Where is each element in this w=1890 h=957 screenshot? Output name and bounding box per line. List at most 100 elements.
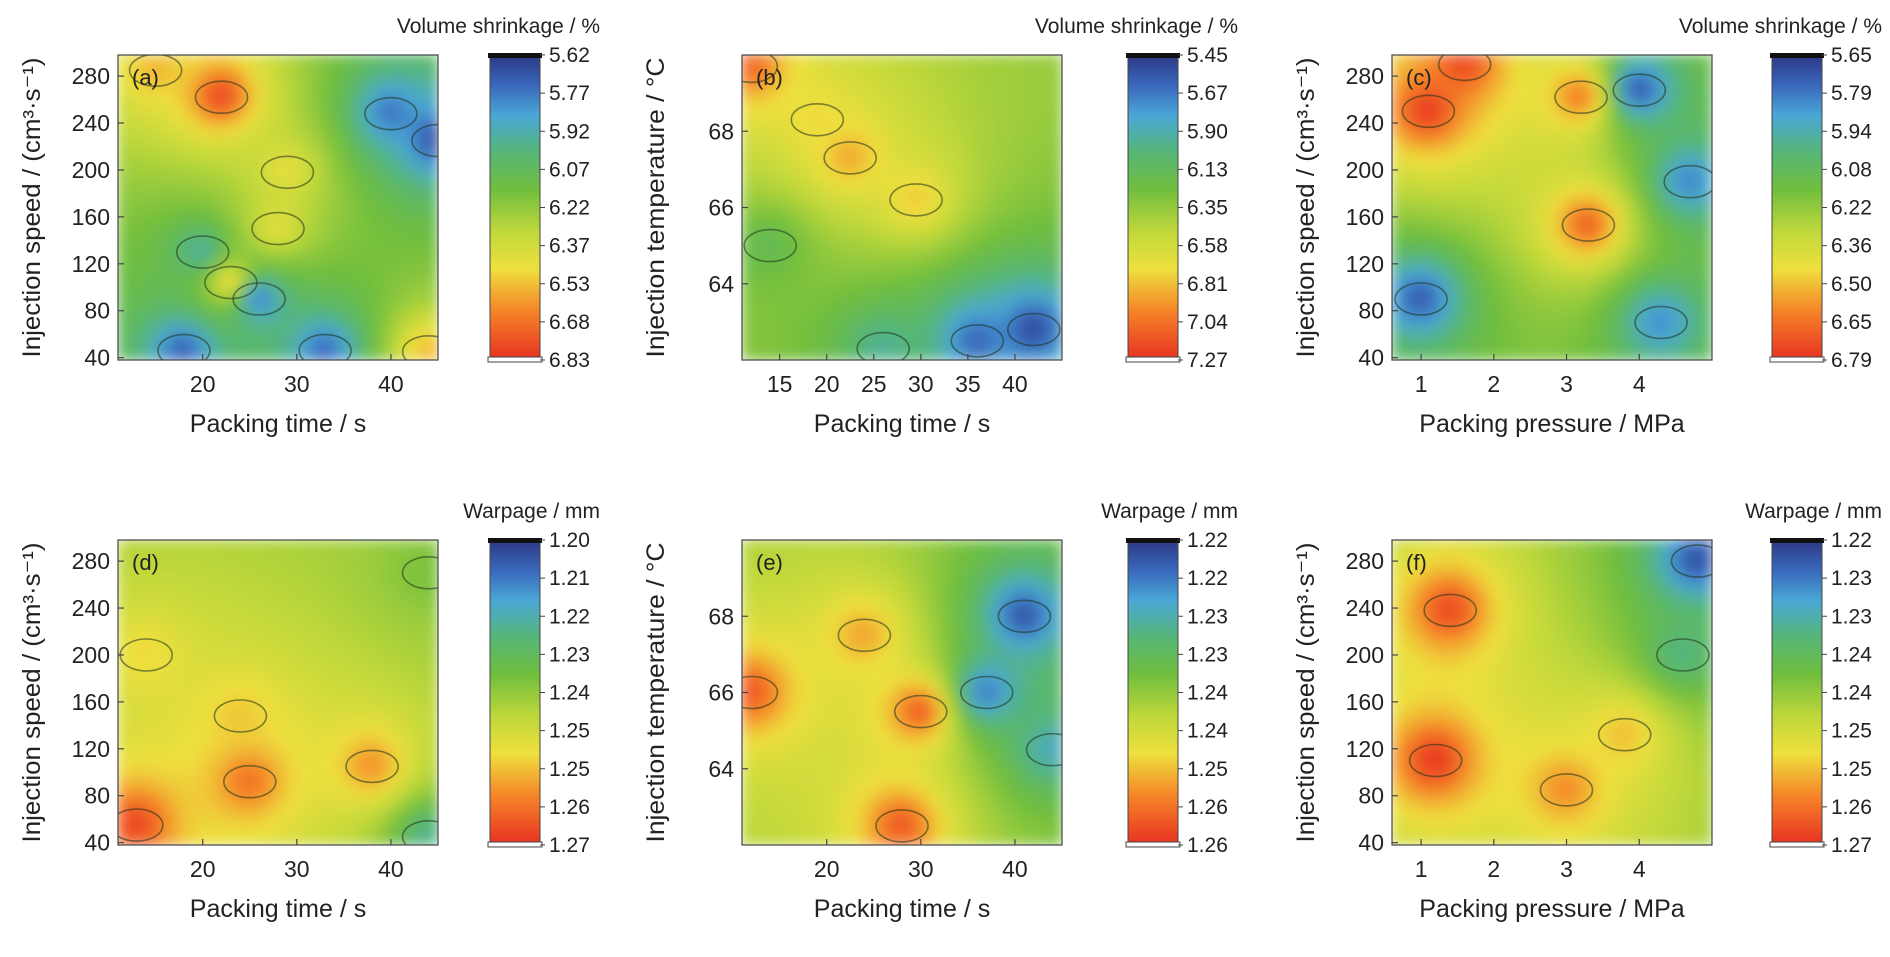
y-tick-label: 160 bbox=[1346, 204, 1384, 230]
contour-line bbox=[1025, 732, 1062, 767]
y-tick-label: 160 bbox=[72, 689, 110, 715]
colorbar-tick-label: 6.50 bbox=[1831, 273, 1872, 296]
y-tick-label: 160 bbox=[72, 204, 110, 230]
y-tick-label: 120 bbox=[1346, 251, 1384, 277]
y-tick-label: 80 bbox=[84, 783, 110, 809]
y-axis-label: Injection speed / (cm³·s⁻¹) bbox=[1292, 58, 1320, 358]
contour-line bbox=[1634, 305, 1688, 340]
contour-line bbox=[837, 618, 892, 653]
colorbar bbox=[1127, 54, 1179, 361]
colorbar-title: Volume shrinkage / % bbox=[397, 15, 600, 38]
y-tick-label: 200 bbox=[1346, 157, 1384, 183]
contour-line bbox=[875, 809, 929, 843]
x-tick-label: 3 bbox=[1560, 371, 1573, 397]
colorbar-cap-top bbox=[1126, 538, 1180, 543]
contour-line bbox=[1408, 743, 1463, 778]
colorbar-cap-bottom bbox=[1769, 841, 1825, 848]
colorbar-tick-label: 1.26 bbox=[1187, 834, 1228, 857]
x-tick-label: 4 bbox=[1633, 371, 1646, 397]
y-axis-label: Injection temperature / °C bbox=[642, 543, 670, 843]
y-axis-label: Injection speed / (cm³·s⁻¹) bbox=[1292, 543, 1320, 843]
contour-line bbox=[790, 103, 845, 137]
contour-line bbox=[213, 699, 268, 733]
colorbar-tick-label: 1.22 bbox=[1831, 529, 1872, 552]
y-tick-label: 240 bbox=[1346, 110, 1384, 136]
colorbar-tick-label: 1.26 bbox=[1831, 796, 1872, 819]
x-axis-label: Packing pressure / MPa bbox=[1419, 410, 1684, 438]
x-tick-label: 15 bbox=[767, 371, 793, 397]
contour-line bbox=[232, 282, 287, 316]
colorbar-tick-label: 5.79 bbox=[1831, 82, 1872, 105]
contour-line bbox=[893, 694, 948, 729]
heat-field bbox=[742, 55, 1062, 360]
x-tick-label: 35 bbox=[955, 371, 981, 397]
colorbar-cap-bottom bbox=[1769, 356, 1825, 363]
colorbar-tick-label: 1.25 bbox=[549, 758, 590, 781]
colorbar-tick-label: 6.79 bbox=[1831, 349, 1872, 372]
panel-5: (e) 20 30 40 64 66 68 Packing time / s Injection… bbox=[642, 500, 1238, 923]
contour-line bbox=[260, 155, 315, 190]
panel-4: (d) 20 30 40 40 80 120 160 200 240 280 Packing time… bbox=[18, 500, 600, 923]
colorbar bbox=[1127, 539, 1179, 846]
y-axis-label: Injection speed / (cm³·s⁻¹) bbox=[18, 543, 46, 843]
contour-line bbox=[223, 764, 277, 799]
colorbar-tick-label: 6.65 bbox=[1831, 311, 1872, 334]
colorbar-tick-label: 1.23 bbox=[1187, 605, 1228, 628]
y-tick-label: 68 bbox=[708, 118, 734, 144]
contour-line bbox=[298, 333, 352, 360]
contour-line bbox=[1554, 80, 1608, 114]
contour-line bbox=[157, 333, 211, 360]
y-tick-label: 66 bbox=[708, 680, 734, 706]
x-tick-label: 40 bbox=[1002, 371, 1028, 397]
colorbar bbox=[1771, 54, 1823, 361]
contour-line bbox=[997, 599, 1052, 634]
panel-6: (f) 1 2 3 4 40 80 120 160 200 240 280 Packing pressu… bbox=[1292, 500, 1882, 923]
contour-line bbox=[401, 556, 438, 590]
colorbar-tick-label: 1.22 bbox=[1187, 529, 1228, 552]
x-axis-label: Packing pressure / MPa bbox=[1419, 895, 1684, 923]
y-tick-label: 40 bbox=[1358, 345, 1384, 371]
y-tick-label: 80 bbox=[1358, 298, 1384, 324]
contour-line bbox=[345, 749, 399, 784]
contour-line bbox=[411, 123, 438, 158]
contour-line bbox=[1663, 164, 1712, 199]
contour-line bbox=[175, 235, 230, 269]
colorbar-tick-label: 5.94 bbox=[1831, 120, 1872, 143]
y-tick-label: 120 bbox=[1346, 736, 1384, 762]
colorbar bbox=[489, 539, 541, 846]
colorbar-tick-label: 7.27 bbox=[1187, 349, 1228, 372]
y-tick-label: 240 bbox=[72, 595, 110, 621]
colorbar-tick-label: 1.26 bbox=[1187, 796, 1228, 819]
x-tick-label: 40 bbox=[1002, 856, 1028, 882]
colorbar-tick-label: 6.07 bbox=[549, 158, 590, 181]
colorbar-tick-label: 7.04 bbox=[1187, 311, 1228, 334]
panel-label: (e) bbox=[756, 550, 783, 575]
x-axis-label: Packing time / s bbox=[190, 410, 366, 438]
x-tick-label: 2 bbox=[1487, 371, 1500, 397]
colorbar-tick-label: 1.24 bbox=[549, 682, 590, 705]
contour-line bbox=[251, 211, 305, 246]
colorbar-tick-label: 1.25 bbox=[549, 720, 590, 743]
y-tick-label: 200 bbox=[72, 157, 110, 183]
colorbar-cap-top bbox=[1126, 53, 1180, 58]
colorbar-tick-label: 1.20 bbox=[549, 529, 590, 552]
colorbar-tick-label: 1.22 bbox=[549, 605, 590, 628]
x-tick-label: 40 bbox=[378, 371, 404, 397]
x-tick-label: 4 bbox=[1633, 856, 1646, 882]
colorbar-title: Volume shrinkage / % bbox=[1035, 15, 1238, 38]
colorbar-tick-label: 1.27 bbox=[549, 834, 590, 857]
colorbar-tick-label: 1.23 bbox=[1831, 567, 1872, 590]
colorbar-cap-bottom bbox=[487, 356, 543, 363]
colorbar-cap-top bbox=[488, 538, 542, 543]
y-tick-label: 240 bbox=[72, 110, 110, 136]
colorbar-tick-label: 5.45 bbox=[1187, 44, 1228, 67]
colorbar-tick-label: 1.26 bbox=[549, 796, 590, 819]
contour-line bbox=[128, 55, 183, 88]
contour-line bbox=[1394, 282, 1448, 316]
contour-line bbox=[1656, 638, 1710, 672]
colorbar-tick-label: 1.25 bbox=[1831, 720, 1872, 743]
panel-label: (c) bbox=[1406, 65, 1432, 90]
y-tick-label: 280 bbox=[1346, 63, 1384, 89]
y-tick-label: 200 bbox=[1346, 642, 1384, 668]
